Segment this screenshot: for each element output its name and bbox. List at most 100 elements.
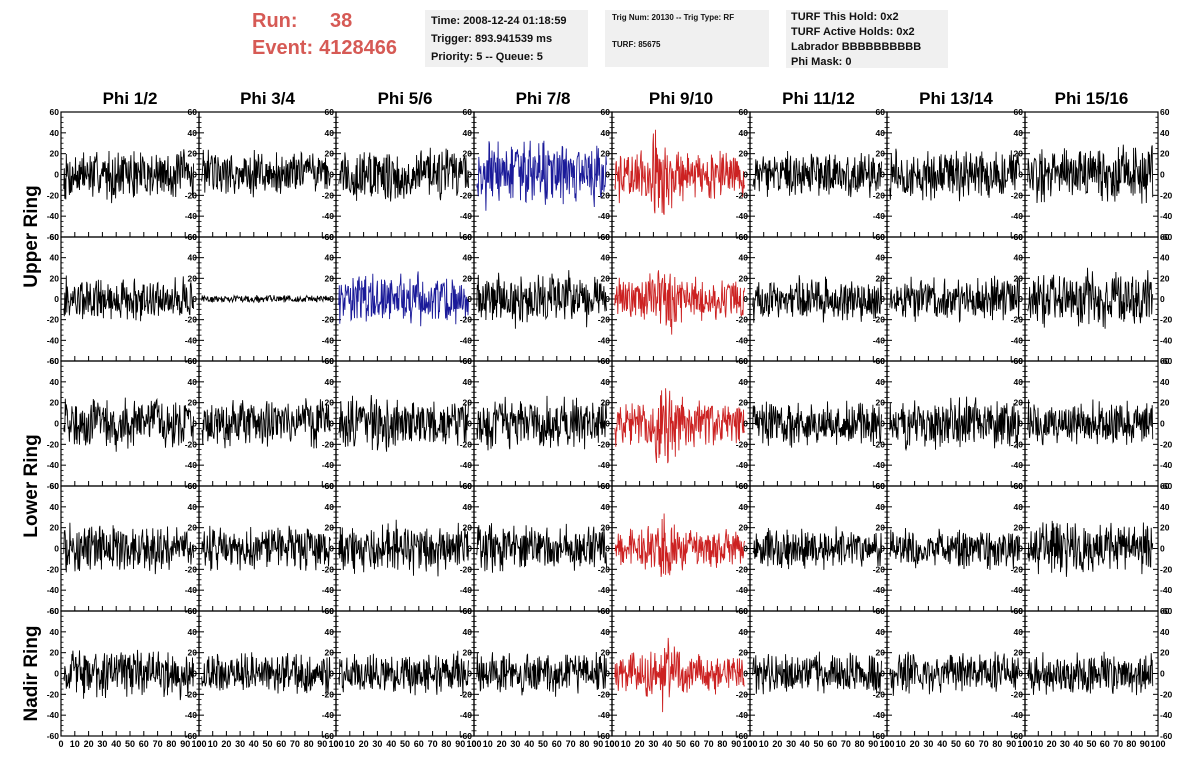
x-tick-label: 70: [979, 739, 989, 749]
x-tick-label: 50: [813, 739, 823, 749]
x-tick-label: 20: [84, 739, 94, 749]
y-tick-label: -20: [322, 315, 335, 325]
x-tick-label: 10: [1033, 739, 1043, 749]
y-tick-label: 40: [601, 377, 611, 387]
x-tick-label: 60: [552, 739, 562, 749]
y-tick-label: 20: [188, 273, 198, 283]
y-tick-label: 60: [325, 481, 335, 491]
y-tick-label: 20: [876, 398, 886, 408]
x-tick-label: 0: [747, 739, 752, 749]
y-tick-label: -40: [873, 585, 886, 595]
y-tick-label: 0: [1160, 544, 1165, 554]
y-tick-label: -40: [598, 710, 611, 720]
waveform-trace: [338, 650, 469, 696]
y-tick-label: -60: [1160, 356, 1173, 366]
x-tick-label: 40: [524, 739, 534, 749]
y-tick-label: -60: [873, 731, 886, 741]
y-tick-label: -40: [185, 335, 198, 345]
x-tick-label: 50: [400, 739, 410, 749]
x-tick-label: 80: [166, 739, 176, 749]
y-tick-label: -20: [736, 564, 749, 574]
y-tick-label: 40: [601, 253, 611, 263]
y-tick-label: 60: [188, 606, 198, 616]
y-tick-label: 40: [601, 128, 611, 138]
y-tick-label: -60: [47, 232, 60, 242]
y-tick-label: 60: [739, 356, 749, 366]
y-tick-label: 60: [1014, 356, 1024, 366]
y-tick-label: -20: [322, 439, 335, 449]
y-tick-label: 60: [188, 107, 198, 117]
y-tick-label: 40: [188, 502, 198, 512]
y-tick-label: 60: [50, 232, 60, 242]
waveform-trace: [201, 294, 331, 304]
y-tick-label: -40: [598, 585, 611, 595]
x-tick-label: 100: [328, 739, 343, 749]
y-tick-label: -60: [47, 731, 60, 741]
y-tick-label: -40: [322, 211, 335, 221]
x-tick-label: 90: [455, 739, 465, 749]
y-tick-label: 20: [876, 149, 886, 159]
y-tick-label: 0: [743, 294, 748, 304]
x-tick-label: 80: [1126, 739, 1136, 749]
y-tick-label: -20: [736, 439, 749, 449]
y-tick-label: 20: [739, 523, 749, 533]
y-tick-label: 60: [876, 606, 886, 616]
y-tick-label: 40: [188, 377, 198, 387]
y-tick-label: 20: [188, 398, 198, 408]
y-tick-label: -20: [185, 315, 198, 325]
event-label: Event:: [252, 37, 314, 59]
x-tick-label: 30: [1060, 739, 1070, 749]
x-tick-label: 10: [896, 739, 906, 749]
y-tick-label: 20: [1014, 398, 1024, 408]
x-tick-label: 80: [304, 739, 314, 749]
waveform-trace: [752, 150, 882, 198]
y-tick-label: 0: [1018, 419, 1023, 429]
y-tick-label: -20: [1160, 689, 1173, 699]
y-tick-label: 40: [1160, 128, 1170, 138]
y-tick-label: 20: [601, 523, 611, 533]
y-tick-label: -40: [322, 460, 335, 470]
y-tick-label: 0: [329, 170, 334, 180]
y-tick-label: 0: [54, 544, 59, 554]
y-tick-label: 20: [50, 398, 60, 408]
x-tick-label: 50: [262, 739, 272, 749]
x-tick-label: 0: [1022, 739, 1027, 749]
y-tick-label: 60: [463, 107, 473, 117]
x-tick-label: 100: [742, 739, 757, 749]
x-tick-label: 60: [690, 739, 700, 749]
time-text: Time: 2008-12-24 01:18:59: [431, 15, 567, 27]
y-tick-label: 60: [1160, 606, 1170, 616]
y-tick-label: -40: [736, 460, 749, 470]
x-tick-label: 50: [1086, 739, 1096, 749]
y-tick-label: 20: [325, 149, 335, 159]
waveform-trace: [752, 651, 882, 695]
waveform-trace: [1027, 651, 1154, 696]
waveform-trace: [63, 275, 194, 322]
y-tick-label: -20: [598, 439, 611, 449]
y-tick-label: -60: [598, 731, 611, 741]
y-tick-label: 20: [739, 149, 749, 159]
x-tick-label: 70: [153, 739, 163, 749]
panel-frame: [749, 610, 888, 737]
y-tick-label: -60: [47, 356, 60, 366]
column-header: Phi 11/12: [782, 89, 855, 108]
y-tick-label: 0: [54, 294, 59, 304]
y-tick-label: -20: [598, 190, 611, 200]
y-tick-label: -40: [185, 585, 198, 595]
y-tick-label: 60: [50, 356, 60, 366]
y-tick-label: -20: [460, 315, 473, 325]
y-tick-label: -40: [1160, 460, 1173, 470]
y-tick-label: 20: [1160, 149, 1170, 159]
y-tick-label: 40: [739, 377, 749, 387]
y-tick-label: 40: [325, 128, 335, 138]
waveform-trace: [1027, 520, 1154, 577]
y-tick-label: 0: [605, 170, 610, 180]
y-tick-label: -20: [47, 190, 60, 200]
y-tick-label: 60: [50, 107, 60, 117]
waveform-trace: [63, 522, 194, 575]
y-tick-label: -40: [1160, 335, 1173, 345]
y-tick-label: 60: [50, 606, 60, 616]
run-value: 38: [330, 10, 353, 32]
y-tick-label: -40: [460, 710, 473, 720]
y-tick-label: 0: [467, 419, 472, 429]
